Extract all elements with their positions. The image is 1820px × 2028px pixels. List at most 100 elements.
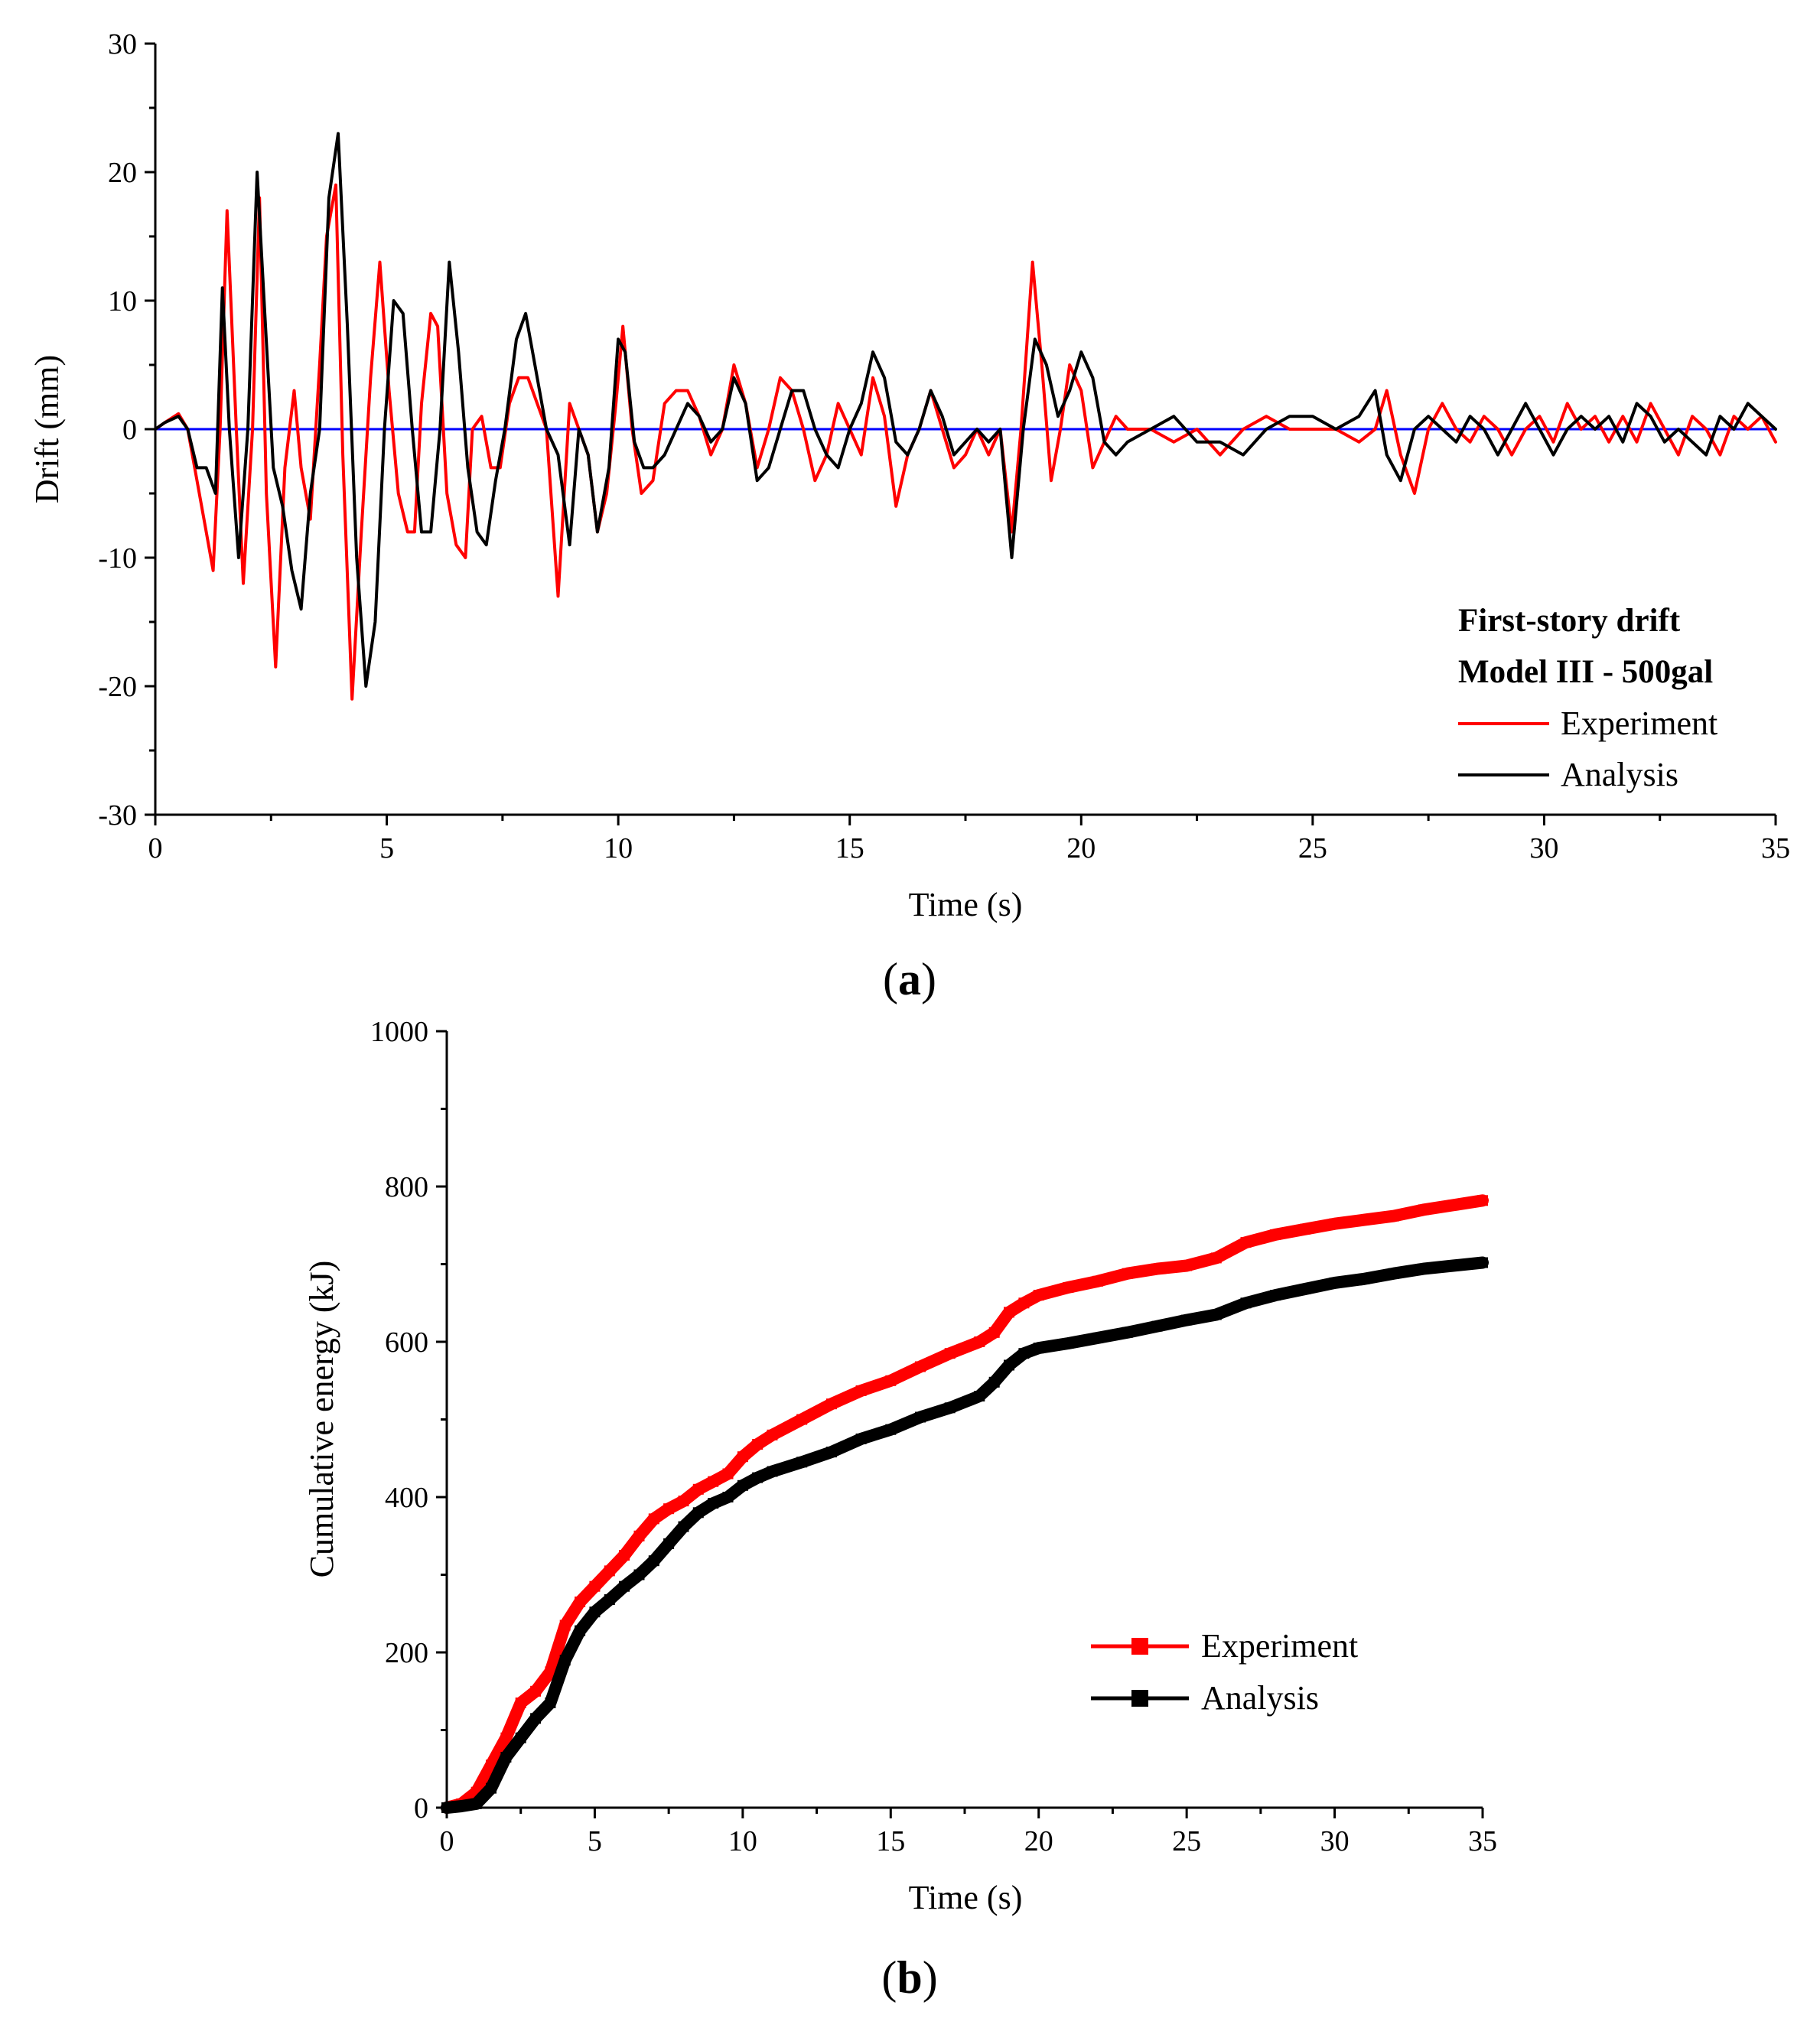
data-point-experiment — [1299, 1223, 1310, 1235]
data-point-experiment — [1418, 1204, 1429, 1216]
x-tick-label: 10 — [604, 832, 633, 864]
series-layer — [154, 132, 1777, 701]
legend-label-experiment: Experiment — [1201, 1627, 1358, 1665]
data-point-experiment — [1477, 1195, 1488, 1206]
data-point-analysis — [752, 1472, 763, 1483]
y-tick-label: 0 — [122, 414, 137, 446]
data-point-analysis — [1418, 1263, 1429, 1274]
data-point-analysis — [915, 1411, 926, 1423]
ticks — [436, 1030, 1484, 1818]
data-point-experiment — [1240, 1237, 1252, 1248]
tick-labels: 0 5 10 15 20 25 30 35 0 200 400 600 800 1000 — [370, 1016, 1497, 1857]
data-point-analysis — [470, 1798, 482, 1809]
data-point-experiment — [604, 1565, 615, 1577]
x-tick-label: 20 — [1066, 832, 1096, 864]
data-point-analysis — [589, 1606, 601, 1618]
data-point-analysis — [515, 1732, 526, 1743]
data-point-experiment — [767, 1429, 778, 1440]
data-point-analysis — [885, 1424, 897, 1435]
legend: First-story drift Model III - 500gal Exp… — [1458, 603, 1717, 793]
data-point-experiment — [1063, 1281, 1074, 1293]
data-point-analysis — [1329, 1277, 1340, 1288]
data-point-experiment — [974, 1336, 985, 1347]
panel-letter-a: a — [898, 954, 921, 1004]
data-point-experiment — [1004, 1307, 1014, 1318]
x-tick-label: 30 — [1320, 1825, 1350, 1857]
ticks — [145, 42, 1777, 825]
x-tick-label: 35 — [1468, 1825, 1497, 1857]
x-tick-label: 10 — [728, 1825, 757, 1857]
data-point-experiment — [530, 1685, 542, 1697]
data-point-analysis — [974, 1391, 985, 1401]
data-point-analysis — [1270, 1290, 1281, 1301]
y-axis-title: Drift (mm) — [28, 355, 66, 503]
data-point-analysis — [575, 1625, 586, 1636]
y-tick-label: 1000 — [370, 1016, 428, 1048]
data-point-experiment — [752, 1439, 763, 1450]
data-point-experiment — [915, 1361, 926, 1372]
data-point-experiment — [663, 1503, 675, 1515]
y-axis-title: Cumulative energy (kJ) — [303, 1261, 340, 1578]
data-point-experiment — [1151, 1263, 1163, 1274]
legend-label-analysis: Analysis — [1561, 756, 1678, 793]
data-point-experiment — [1329, 1218, 1340, 1229]
y-tick-label: -20 — [98, 671, 137, 703]
x-tick-label: 5 — [588, 1825, 602, 1857]
data-point-analysis — [500, 1752, 512, 1763]
x-tick-label: 35 — [1761, 832, 1790, 864]
data-point-analysis — [1181, 1314, 1193, 1326]
y-tick-label: 20 — [108, 157, 137, 189]
y-tick-label: -10 — [98, 542, 137, 575]
data-point-experiment — [1359, 1214, 1370, 1226]
x-tick-label: 25 — [1172, 1825, 1201, 1857]
data-point-experiment — [855, 1385, 867, 1396]
data-point-analysis — [1092, 1332, 1104, 1343]
legend-label-experiment: Experiment — [1561, 705, 1717, 742]
y-tick-label: 200 — [385, 1637, 428, 1669]
data-point-analysis — [796, 1457, 808, 1468]
data-point-experiment — [1033, 1290, 1044, 1301]
data-point-experiment — [633, 1530, 645, 1541]
series-markers-analysis — [441, 1257, 1488, 1813]
x-tick-label: 15 — [876, 1825, 905, 1857]
data-point-analysis — [1359, 1273, 1370, 1284]
data-point-analysis — [530, 1713, 542, 1724]
data-point-experiment — [575, 1597, 586, 1607]
data-point-analysis — [559, 1655, 571, 1666]
data-point-experiment — [515, 1698, 526, 1708]
data-point-analysis — [1447, 1260, 1459, 1271]
data-point-experiment — [589, 1580, 601, 1592]
data-point-analysis — [1033, 1343, 1044, 1354]
data-point-experiment — [944, 1348, 956, 1359]
y-tick-label: 800 — [385, 1171, 428, 1203]
y-tick-label: 30 — [108, 28, 137, 60]
x-axis-title: Time (s) — [909, 1879, 1023, 1916]
data-point-experiment — [885, 1375, 897, 1386]
data-point-experiment — [500, 1732, 512, 1743]
legend-label-analysis: Analysis — [1201, 1679, 1319, 1717]
data-point-analysis — [1063, 1338, 1074, 1349]
x-tick-label: 0 — [440, 1825, 454, 1857]
data-point-experiment — [722, 1468, 734, 1479]
data-point-analysis — [604, 1594, 615, 1605]
data-point-analysis — [663, 1538, 675, 1549]
legend-title-line-1: First-story drift — [1458, 603, 1681, 639]
y-tick-label: 10 — [108, 285, 137, 317]
data-point-analysis — [825, 1447, 837, 1458]
y-tick-label: -30 — [98, 799, 137, 832]
x-tick-label: 5 — [379, 832, 394, 864]
data-point-experiment — [1122, 1268, 1133, 1279]
data-point-experiment — [486, 1759, 497, 1771]
data-point-experiment — [692, 1483, 704, 1495]
data-point-analysis — [1299, 1284, 1310, 1294]
data-point-experiment — [1210, 1252, 1222, 1264]
panel-b-energy-chart: 0 5 10 15 20 25 30 35 0 200 400 600 800 1000 Time (s)… — [303, 1016, 1497, 2003]
data-point-analysis — [545, 1698, 556, 1708]
data-point-experiment — [988, 1327, 1000, 1338]
y-tick-label: 400 — [385, 1482, 428, 1514]
data-point-experiment — [1018, 1297, 1030, 1309]
data-point-analysis — [1004, 1359, 1014, 1371]
legend-marker-experiment — [1131, 1638, 1148, 1655]
x-tick-label: 0 — [148, 832, 163, 864]
